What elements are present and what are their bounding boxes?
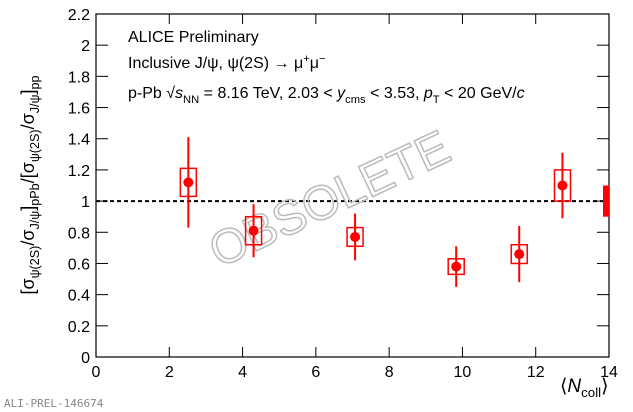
y-tick-label: 1.6 [68,101,90,118]
text-segment: ] [18,206,38,211]
y-tick-label: 1.8 [68,69,90,86]
annotation: Inclusive J/ψ, ψ(2S) → μ+μ− [128,53,326,72]
text-segment: ] [18,89,38,94]
text-segment: /σ [18,113,38,129]
text-segment: y [336,85,346,102]
text-segment: − [319,53,326,65]
text-segment: ⟩ [601,376,608,397]
x-tick-label: 0 [92,364,101,381]
text-segment: p [423,85,433,102]
text-segment: ALICE Preliminary [128,29,259,46]
y-tick-label: 0.4 [68,288,90,305]
watermark: OBSOLETE [201,121,458,278]
text-segment: μ [310,55,319,72]
data-point [514,249,525,260]
text-segment: pPb [28,183,42,205]
data-point [350,231,361,242]
text-segment: ψ(2S) [28,129,42,162]
y-tick-label: 2.2 [68,7,90,24]
text-segment: J/ψ [28,94,42,113]
text-segment: + [303,53,310,65]
text-segment: ⟨ [560,376,567,397]
text-segment: s [175,85,183,102]
y-tick-label: 0 [81,350,90,367]
y-tick-label: 0.2 [68,319,90,336]
x-axis-label: ⟨Ncoll⟩ [560,376,609,400]
data-point [557,180,568,191]
annotation: ALICE Preliminary [128,29,259,46]
x-tick-label: 4 [238,364,247,381]
text-segment: J/ψ [28,211,42,230]
x-tick-label: 14 [600,364,618,381]
annotation: p-Pb √sNN = 8.16 TeV, 2.03 < ycms < 3.53… [128,85,525,106]
y-tick-label: 1.4 [68,132,90,149]
text-segment: NN [183,94,199,106]
text-segment: p-Pb √ [128,85,175,102]
text-segment: [σ [18,278,38,294]
text-segment: ψ(2S) [28,246,42,279]
text-segment: Inclusive J/ψ, ψ(2S) → μ [128,55,303,72]
text-segment: < 3.53, [366,85,424,102]
text-segment: cms [345,94,366,106]
y-tick-label: 0.8 [68,225,90,242]
x-tick-label: 10 [454,364,472,381]
data-point [248,225,259,236]
y-tick-label: 0.6 [68,256,90,273]
y-tick-label: 2 [81,38,90,55]
x-tick-label: 8 [385,364,394,381]
y-tick-label: 1 [81,194,90,211]
x-tick-label: 2 [165,364,174,381]
text-segment: N [567,376,581,397]
text-segment: /[σ [18,162,38,183]
y-axis-label: [σψ(2S)/σJ/ψ]pPb/[σψ(2S)/σJ/ψ]pp [18,75,42,294]
global-uncertainty [603,185,609,217]
footer: ALI-PREL-146674 [4,397,104,410]
x-tick-label: 6 [311,364,320,381]
text-segment: /σ [18,230,38,246]
text-segment: coll [581,385,601,400]
text-segment: < 20 GeV/ [440,85,517,102]
text-segment: = 8.16 TeV, 2.03 < [199,85,337,102]
data-point [451,261,462,272]
text-segment: T [433,94,440,106]
text-segment: pp [28,75,42,89]
x-tick-label: 12 [527,364,545,381]
data-point [183,177,194,188]
text-segment: c [517,85,525,102]
y-tick-label: 1.2 [68,163,90,180]
